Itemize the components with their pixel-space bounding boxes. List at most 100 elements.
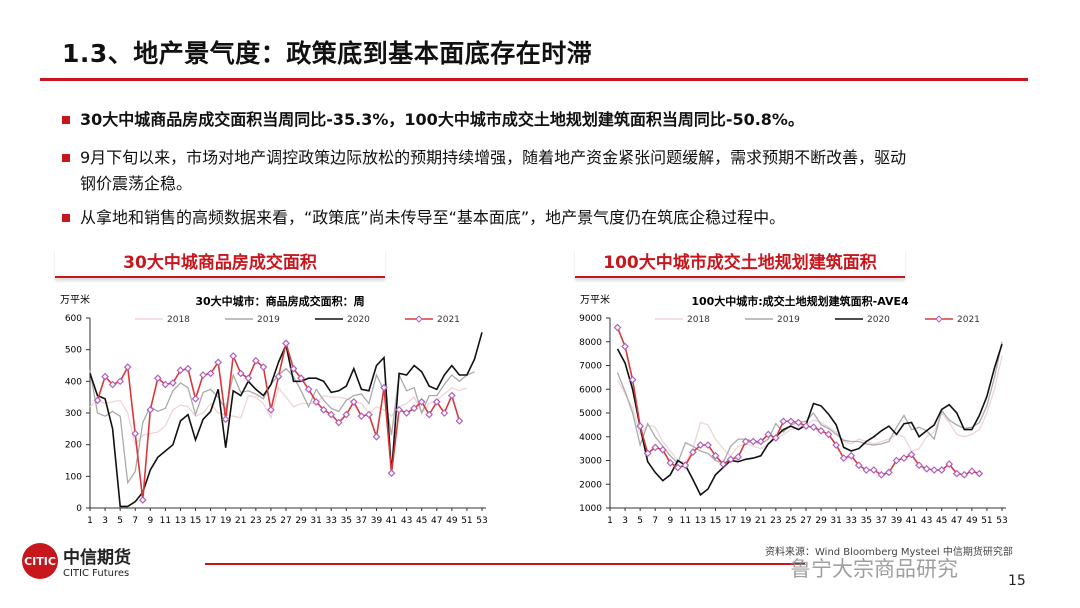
data-point-2021	[817, 426, 825, 435]
data-point-2021	[741, 437, 750, 446]
legend-label-2018: 2018	[167, 315, 190, 325]
x-tick-label: 47	[951, 516, 962, 526]
y-unit-label: 万平米	[580, 293, 610, 306]
x-tick-label: 19	[220, 516, 232, 526]
x-tick-label: 15	[710, 516, 721, 526]
data-point-2021	[395, 405, 403, 414]
legend-label-2019: 2019	[257, 315, 280, 325]
y-tick-label: 3000	[579, 457, 602, 467]
x-tick-label: 39	[891, 516, 903, 526]
legend-label-2018: 2018	[687, 315, 710, 325]
x-tick-label: 37	[876, 516, 887, 526]
x-tick-label: 13	[175, 516, 186, 526]
y-tick-label: 7000	[579, 362, 602, 372]
legend-label-2019: 2019	[777, 315, 800, 325]
data-point-2021	[304, 385, 313, 394]
x-tick-label: 27	[280, 516, 291, 526]
x-tick-label: 13	[695, 516, 706, 526]
data-point-2021	[719, 460, 727, 468]
x-tick-label: 33	[846, 516, 857, 526]
x-tick-label: 35	[341, 516, 352, 526]
data-point-2021	[319, 405, 328, 414]
x-tick-label: 43	[921, 516, 932, 526]
data-point-2021	[282, 339, 290, 348]
data-point-2021	[885, 468, 893, 477]
data-point-2021	[297, 374, 305, 383]
data-point-2021	[206, 369, 215, 378]
bullet-text-cont: 钢价震荡企稳。	[80, 174, 193, 193]
data-point-2021	[267, 405, 275, 414]
x-tick-label: 33	[326, 516, 337, 526]
x-tick-label: 23	[770, 516, 781, 526]
data-point-2021	[221, 415, 230, 424]
data-point-2021	[334, 418, 343, 427]
x-tick-label: 51	[461, 516, 472, 526]
data-point-2021	[930, 466, 939, 474]
data-point-2021	[643, 449, 652, 458]
bullet-text: 30大中城商品房成交面积当周同比-35.3%，100大中城市成交土地规划建筑面积…	[80, 110, 804, 129]
data-point-2021	[749, 437, 758, 446]
x-tick-label: 7	[652, 516, 658, 526]
data-point-2021	[967, 467, 976, 476]
x-tick-label: 29	[815, 516, 827, 526]
data-point-2021	[651, 443, 660, 452]
y-tick-label: 400	[65, 377, 82, 387]
data-point-2021	[726, 455, 735, 464]
x-tick-label: 11	[680, 516, 691, 526]
data-point-2021	[93, 396, 102, 405]
bullet-text: 从拿地和销售的高频数据来看，“政策底”尚未传导至“基本面底”，地产景气度仍在筑底…	[80, 208, 786, 227]
data-point-2021	[161, 380, 170, 389]
data-point-2021	[802, 422, 810, 430]
data-point-2021	[869, 466, 878, 474]
y-tick-label: 0	[76, 504, 82, 514]
data-point-2021	[123, 363, 132, 371]
x-tick-label: 23	[250, 516, 261, 526]
data-point-2021	[116, 377, 125, 386]
legend-marker	[935, 315, 943, 323]
bullet-item: 9月下旬以来，市场对地产调控政策边际放松的预期持续增强，随着地产资金紧张问题缓解…	[62, 142, 1022, 198]
data-point-2021	[153, 374, 162, 383]
data-point-2021	[734, 453, 743, 461]
y-tick-label: 200	[65, 441, 82, 451]
data-point-2021	[832, 441, 841, 449]
data-point-2021	[628, 375, 637, 384]
watermark: 鲁宁大宗商品研究	[790, 557, 958, 581]
y-tick-label: 9000	[579, 314, 602, 324]
data-point-2021	[327, 410, 336, 419]
logo-en: CITIC Futures	[63, 568, 130, 579]
data-point-2021	[342, 410, 351, 419]
x-tick-label: 45	[936, 516, 947, 526]
legend-label-2020: 2020	[867, 315, 890, 325]
legend-label-2021: 2021	[957, 315, 980, 325]
data-point-2021	[251, 356, 260, 365]
data-point-2021	[138, 496, 147, 504]
y-tick-label: 5000	[579, 409, 602, 419]
data-point-2021	[696, 441, 705, 449]
series-line-2019	[616, 341, 1003, 465]
y-tick-label: 2000	[579, 480, 602, 490]
x-tick-label: 53	[996, 516, 1007, 526]
x-tick-label: 3	[102, 516, 108, 526]
data-point-2021	[380, 383, 388, 392]
data-point-2021	[455, 417, 464, 425]
x-tick-label: 3	[622, 516, 628, 526]
data-point-2021	[704, 441, 712, 449]
data-point-2021	[907, 450, 916, 459]
x-tick-label: 39	[371, 516, 383, 526]
x-tick-label: 53	[476, 516, 487, 526]
data-point-2021	[666, 459, 675, 467]
y-tick-label: 500	[65, 346, 82, 356]
data-point-2021	[357, 412, 366, 421]
x-tick-label: 25	[785, 516, 796, 526]
x-tick-label: 49	[966, 516, 978, 526]
y-tick-label: 100	[65, 472, 82, 482]
data-point-2021	[131, 429, 140, 438]
x-tick-label: 1	[607, 516, 613, 526]
y-tick-label: 300	[65, 409, 82, 419]
bullet-list: 30大中城商品房成交面积当周同比-35.3%，100大中城市成交土地规划建筑面积…	[62, 104, 1022, 234]
x-tick-label: 9	[667, 516, 673, 526]
chart-header-right: 100大中城市成交土地规划建筑面积	[575, 248, 905, 278]
page-title: 1.3、地产景气度：政策底到基本面底存在时滞	[62, 39, 593, 68]
legend-marker	[415, 315, 423, 323]
x-tick-label: 45	[416, 516, 427, 526]
